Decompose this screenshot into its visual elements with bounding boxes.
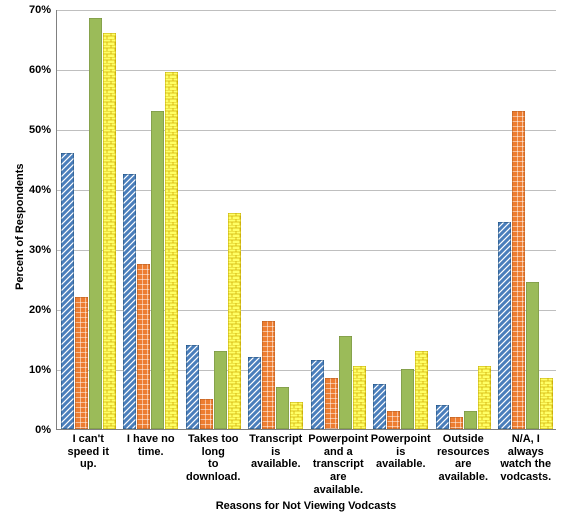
bar (200, 399, 213, 429)
category-group: Takes too longto download. (182, 10, 245, 429)
x-axis-label: Reasons for Not Viewing Vodcasts (56, 500, 556, 512)
y-tick-label: 70% (29, 4, 51, 16)
bar (450, 417, 463, 429)
bar (103, 33, 116, 429)
category-group: I can't speed itup. (57, 10, 120, 429)
x-tick-label: N/A, I alwayswatch thevodcasts. (495, 433, 557, 484)
bar (415, 351, 428, 429)
y-axis-label: Percent of Respondents (14, 163, 26, 290)
bar (276, 387, 289, 429)
bar (526, 282, 539, 429)
y-tick-label: 0% (35, 424, 51, 436)
y-tick-label: 20% (29, 304, 51, 316)
bar (512, 111, 525, 429)
bar (89, 18, 102, 429)
category-group: N/A, I alwayswatch thevodcasts. (495, 10, 558, 429)
x-tick-label: Powerpointand atranscript areavailable. (307, 433, 369, 496)
y-tick-label: 50% (29, 124, 51, 136)
bar (186, 345, 199, 429)
plot-area: 0%10%20%30%40%50%60%70%I can't speed itu… (56, 10, 556, 430)
bar (325, 378, 338, 429)
category-group: Outsideresources areavailable. (432, 10, 495, 429)
bar (214, 351, 227, 429)
bar (123, 174, 136, 429)
bar (248, 357, 261, 429)
bar (262, 321, 275, 429)
category-group: Powerpointand atranscript areavailable. (307, 10, 370, 429)
y-tick-label: 60% (29, 64, 51, 76)
x-tick-label: Powerpoint isavailable. (370, 433, 432, 471)
bar (387, 411, 400, 429)
bar (61, 153, 74, 429)
bar (478, 366, 491, 429)
bar (137, 264, 150, 429)
x-tick-label: I can't speed itup. (57, 433, 119, 471)
bar (373, 384, 386, 429)
bar (75, 297, 88, 429)
vodcast-reasons-chart: 0% 10% 20% 30% 40% 50% 60% 70% I can't speed itu… (0, 0, 567, 532)
y-tick-label: 30% (29, 244, 51, 256)
bar (498, 222, 511, 429)
y-tick-label: 10% (29, 364, 51, 376)
x-tick-label: I have notime. (120, 433, 182, 458)
bar (290, 402, 303, 429)
bar (165, 72, 178, 429)
category-group: Powerpoint isavailable. (370, 10, 433, 429)
x-tick-label: Outsideresources areavailable. (432, 433, 494, 484)
bar (540, 378, 553, 429)
category-group: Transcript isavailable. (245, 10, 308, 429)
bar (436, 405, 449, 429)
bar (339, 336, 352, 429)
bar (151, 111, 164, 429)
x-tick-label: Transcript isavailable. (245, 433, 307, 471)
x-tick-label: Takes too longto download. (182, 433, 244, 484)
bar (464, 411, 477, 429)
bar (311, 360, 324, 429)
bar (353, 366, 366, 429)
y-tick-label: 40% (29, 184, 51, 196)
bar (228, 213, 241, 429)
category-group: I have notime. (120, 10, 183, 429)
bar (401, 369, 414, 429)
